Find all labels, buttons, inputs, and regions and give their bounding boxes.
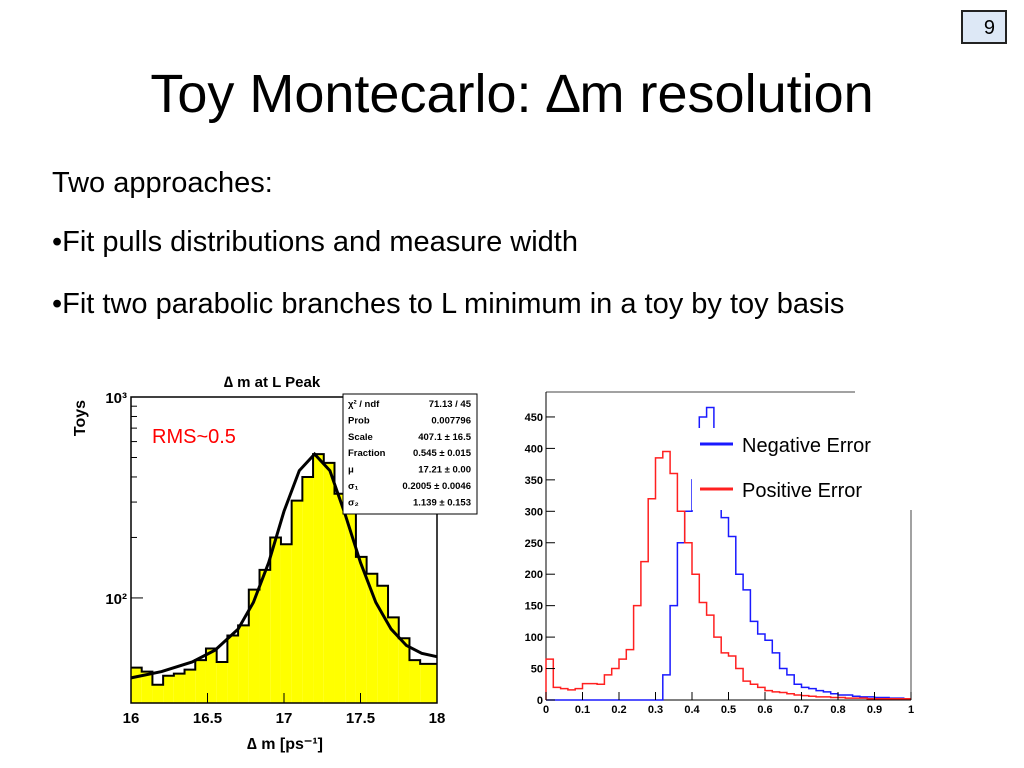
left-bar xyxy=(280,544,292,703)
stats-value: 0.2005 ± 0.0046 xyxy=(402,481,471,492)
stats-label: Scale xyxy=(348,432,373,443)
left-bar xyxy=(141,671,153,703)
stats-value: 1.139 ± 0.153 xyxy=(413,497,471,508)
right-y-tick-label: 200 xyxy=(525,569,543,581)
left-bar xyxy=(131,667,142,703)
left-bar xyxy=(355,556,367,703)
stats-value: 71.13 / 45 xyxy=(429,399,472,410)
left-bar xyxy=(163,675,174,703)
left-y-tick-label: 10³ xyxy=(105,390,127,407)
bullet-parabolic: •Fit two parabolic branches to L minimum… xyxy=(52,288,845,320)
right-y-tick-label: 400 xyxy=(525,443,543,455)
right-x-tick-label: 0 xyxy=(543,704,549,716)
legend-negative-label: Negative Error xyxy=(742,435,871,457)
left-x-label: ∆ m [ps⁻¹] xyxy=(247,736,323,753)
left-bar xyxy=(366,573,378,703)
left-bar xyxy=(259,569,271,703)
positive-error-histogram xyxy=(545,450,911,700)
stats-label: Prob xyxy=(348,415,370,426)
left-y-tick-label: 10² xyxy=(105,591,127,608)
left-bars xyxy=(131,454,437,703)
bullet-pulls: •Fit pulls distributions and measure wid… xyxy=(52,226,578,258)
right-x-tick-label: 0.1 xyxy=(575,704,590,716)
right-x-tick-label: 1 xyxy=(908,704,914,716)
right-x-tick-label: 0.4 xyxy=(684,704,700,716)
slide-title: Toy Montecarlo: ∆m resolution xyxy=(150,64,874,124)
left-bar xyxy=(377,585,389,703)
legend-bg xyxy=(692,428,912,510)
right-y-tick-label: 150 xyxy=(525,601,543,613)
right-y-tick-label: 300 xyxy=(525,506,543,518)
right-y-tick-label: 0 xyxy=(537,695,543,707)
left-fit-curve xyxy=(130,451,438,680)
right-x-tick-label: 0.9 xyxy=(867,704,882,716)
left-bar xyxy=(398,638,410,703)
left-bar xyxy=(152,684,164,703)
stats-label: χ² / ndf xyxy=(348,399,380,410)
intro-line: Two approaches: xyxy=(52,167,273,199)
left-bar xyxy=(409,660,421,703)
right-x-ticks: 0 0.1 0.2 0.3 0.4 0.5 0.6 0.7 0.8 0.9 1 xyxy=(543,692,914,716)
chart-right: 0 0.1 0.2 0.3 0.4 0.5 0.6 0.7 0.8 0.9 1 0 50 100 150 2… xyxy=(525,391,914,716)
right-x-tick-label: 0.2 xyxy=(611,704,626,716)
left-bar xyxy=(291,500,303,703)
left-x-ticks: 16 16.5 17 17.5 18 xyxy=(123,693,446,727)
left-bar xyxy=(195,660,206,703)
right-x-tick-label: 0.3 xyxy=(648,704,663,716)
left-x-tick-label: 17.5 xyxy=(346,710,375,727)
page-number: 9 xyxy=(983,17,995,39)
left-bar xyxy=(184,669,196,703)
left-y-ticks: 10² 10³ xyxy=(105,390,143,608)
right-y-tick-label: 350 xyxy=(525,475,543,487)
left-chart-title: ∆ m at L Peak xyxy=(224,374,321,391)
left-bar xyxy=(345,505,356,703)
stats-value: 17.21 ± 0.00 xyxy=(418,465,471,476)
left-histogram-outline xyxy=(131,453,437,686)
right-y-tick-label: 450 xyxy=(525,412,543,424)
stats-box-frame xyxy=(342,393,478,515)
right-x-tick-label: 0.7 xyxy=(794,704,809,716)
rms-annotation: RMS~0.5 xyxy=(152,426,236,448)
right-x-tick-label: 0.8 xyxy=(830,704,845,716)
left-bar xyxy=(238,625,249,703)
left-y-label: Toys xyxy=(72,400,89,436)
left-x-tick-label: 17 xyxy=(276,710,293,727)
stats-rows: χ² / ndf 71.13 / 45 Prob 0.007796 Scale 407.1… xyxy=(348,399,472,508)
stats-value: 0.007796 xyxy=(431,415,471,426)
left-bar xyxy=(227,635,239,703)
legend: Negative Error Positive Error xyxy=(692,428,912,510)
left-bar xyxy=(302,476,314,703)
stats-value: 407.1 ± 16.5 xyxy=(418,432,471,443)
stats-label: σ₁ xyxy=(348,481,358,492)
right-y-tick-label: 50 xyxy=(531,664,543,676)
left-bar xyxy=(248,589,260,703)
left-bar xyxy=(313,454,324,703)
negative-error-histogram xyxy=(546,406,911,701)
stats-label: μ xyxy=(348,465,354,476)
right-y-tick-label: 100 xyxy=(525,632,543,644)
left-x-tick-label: 16.5 xyxy=(193,710,222,727)
left-x-tick-label: 18 xyxy=(429,710,446,727)
right-y-tick-label: 250 xyxy=(525,538,543,550)
left-bar xyxy=(334,493,346,703)
stats-value: 0.545 ± 0.015 xyxy=(413,448,472,459)
right-x-tick-label: 0.5 xyxy=(721,704,736,716)
right-x-tick-label: 0.6 xyxy=(757,704,772,716)
left-bar xyxy=(216,661,228,703)
page-number-badge: 9 xyxy=(961,10,1007,44)
stats-box: χ² / ndf 71.13 / 45 Prob 0.007796 Scale 407.1… xyxy=(342,393,478,515)
left-bar xyxy=(205,648,217,703)
legend-positive-label: Positive Error xyxy=(742,480,862,502)
stats-label: Fraction xyxy=(348,448,386,459)
left-bar xyxy=(420,663,437,703)
stats-label: σ₂ xyxy=(348,497,359,508)
left-bar xyxy=(173,673,185,703)
left-x-tick-label: 16 xyxy=(123,710,140,727)
left-bar xyxy=(388,617,399,703)
chart-left: 16 16.5 17 17.5 18 10² 10³ ∆ m at L Peak Toys… xyxy=(72,374,478,753)
left-bar xyxy=(270,537,281,703)
right-y-ticks: 0 50 100 150 200 250 300 350 400 450 xyxy=(525,412,555,707)
left-bar xyxy=(323,462,335,703)
